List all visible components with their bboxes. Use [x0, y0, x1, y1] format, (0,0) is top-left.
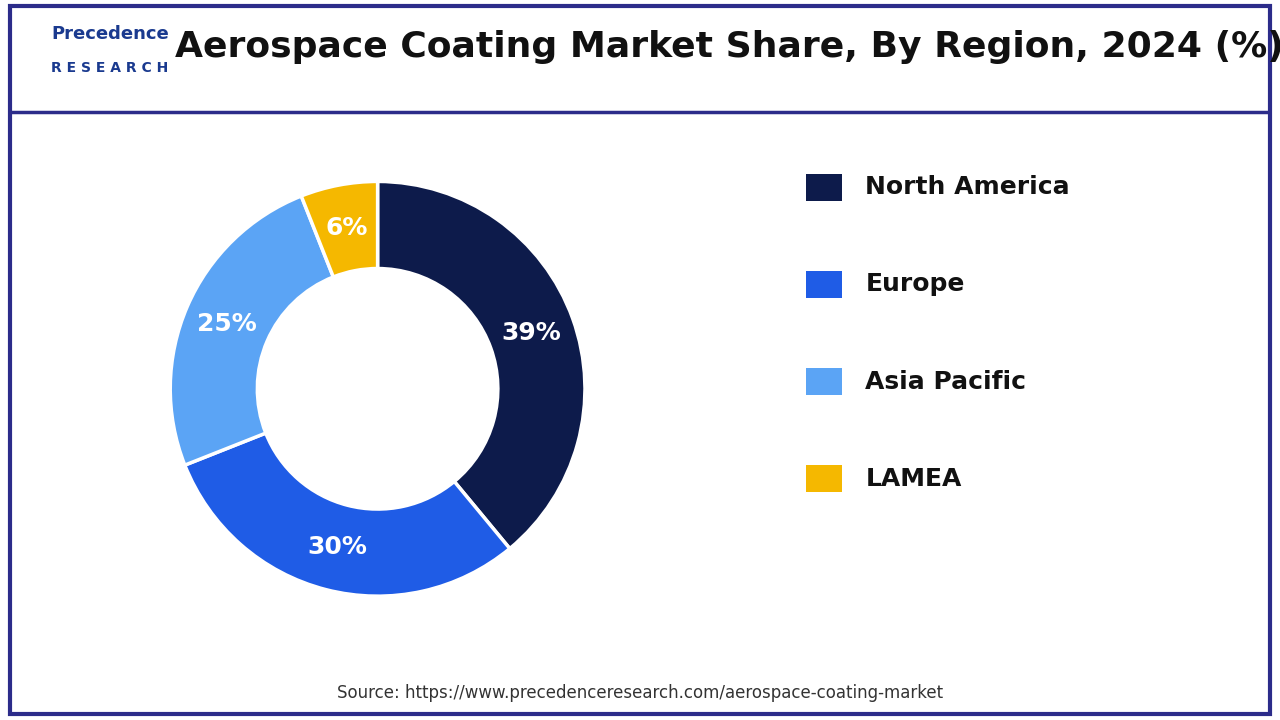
Text: R E S E A R C H: R E S E A R C H	[51, 61, 169, 75]
Text: Source: https://www.precedenceresearch.com/aerospace-coating-market: Source: https://www.precedenceresearch.c…	[337, 684, 943, 701]
Wedge shape	[170, 196, 333, 465]
Text: Asia Pacific: Asia Pacific	[865, 369, 1027, 394]
Wedge shape	[301, 181, 378, 277]
Text: LAMEA: LAMEA	[865, 467, 961, 491]
Wedge shape	[378, 181, 585, 549]
Text: 25%: 25%	[197, 312, 257, 336]
Text: 39%: 39%	[502, 321, 562, 346]
Text: 30%: 30%	[307, 536, 367, 559]
Text: Aerospace Coating Market Share, By Region, 2024 (%): Aerospace Coating Market Share, By Regio…	[175, 30, 1280, 64]
Text: Europe: Europe	[865, 272, 965, 297]
Wedge shape	[184, 433, 509, 596]
Text: 6%: 6%	[325, 216, 369, 240]
Text: North America: North America	[865, 175, 1070, 199]
Text: Precedence: Precedence	[51, 25, 169, 43]
